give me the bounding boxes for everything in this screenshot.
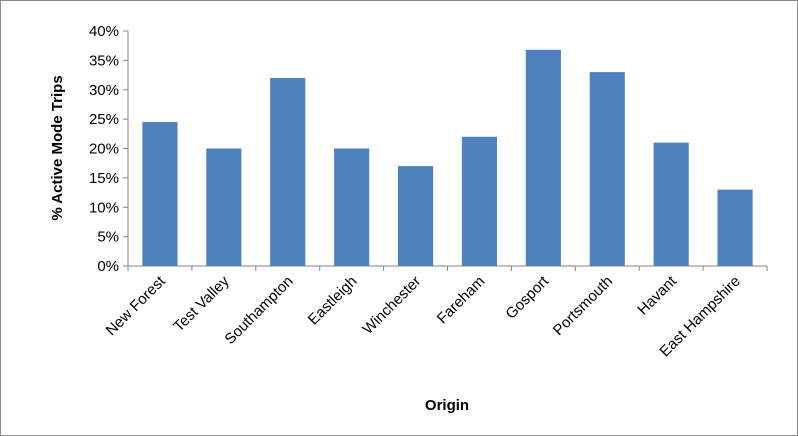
y-tick-label: 10% <box>89 199 119 216</box>
y-tick-label: 15% <box>89 170 119 187</box>
y-axis: 0% 5% 10% 15% 20% 25% 30% 35% 40% <box>89 23 129 275</box>
bar-fareham <box>461 136 498 266</box>
bar-eastleigh <box>334 148 370 266</box>
y-tick-label: 5% <box>97 229 119 246</box>
y-tick-label: 35% <box>89 52 119 69</box>
y-tick-label: 25% <box>89 111 119 128</box>
y-tick-label: 40% <box>89 23 119 40</box>
bar-new-forest <box>142 122 178 266</box>
x-category-label: Eastleigh <box>305 273 361 329</box>
bar-test-valley <box>206 148 242 266</box>
bar-southampton <box>270 78 306 266</box>
bar-portsmouth <box>589 72 625 266</box>
x-axis <box>127 265 768 271</box>
bars <box>142 49 753 266</box>
bar-east-hampshire <box>717 189 753 266</box>
y-tick-label: 30% <box>89 82 119 99</box>
y-tick-label: 0% <box>97 258 119 275</box>
x-category-label: Fareham <box>434 273 488 327</box>
x-category-label: New Forest <box>103 272 170 339</box>
x-category-label: Winchester <box>359 273 424 338</box>
x-category-label: Test Valley <box>170 272 233 335</box>
x-category-label: Havant <box>634 272 680 318</box>
y-tick-label: 20% <box>89 141 119 158</box>
bar-havant <box>653 142 689 266</box>
y-axis-title: % Active Mode Trips <box>49 75 66 220</box>
x-category-label: Portsmouth <box>550 273 616 339</box>
x-axis-title: Origin <box>425 397 469 414</box>
x-category-label: Southampton <box>221 273 296 348</box>
bar-gosport <box>525 49 561 266</box>
bar-winchester <box>397 166 434 266</box>
x-category-label: Gosport <box>502 272 552 322</box>
